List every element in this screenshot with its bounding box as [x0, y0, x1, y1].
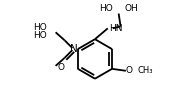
Text: HO: HO: [33, 31, 47, 40]
Text: HN: HN: [109, 24, 122, 33]
Text: O: O: [57, 63, 64, 72]
Text: HO: HO: [99, 4, 113, 13]
Text: O: O: [125, 66, 132, 75]
Text: CH₃: CH₃: [138, 66, 153, 75]
Text: HO: HO: [33, 23, 47, 32]
Text: OH: OH: [125, 4, 138, 13]
Text: N: N: [71, 44, 78, 54]
